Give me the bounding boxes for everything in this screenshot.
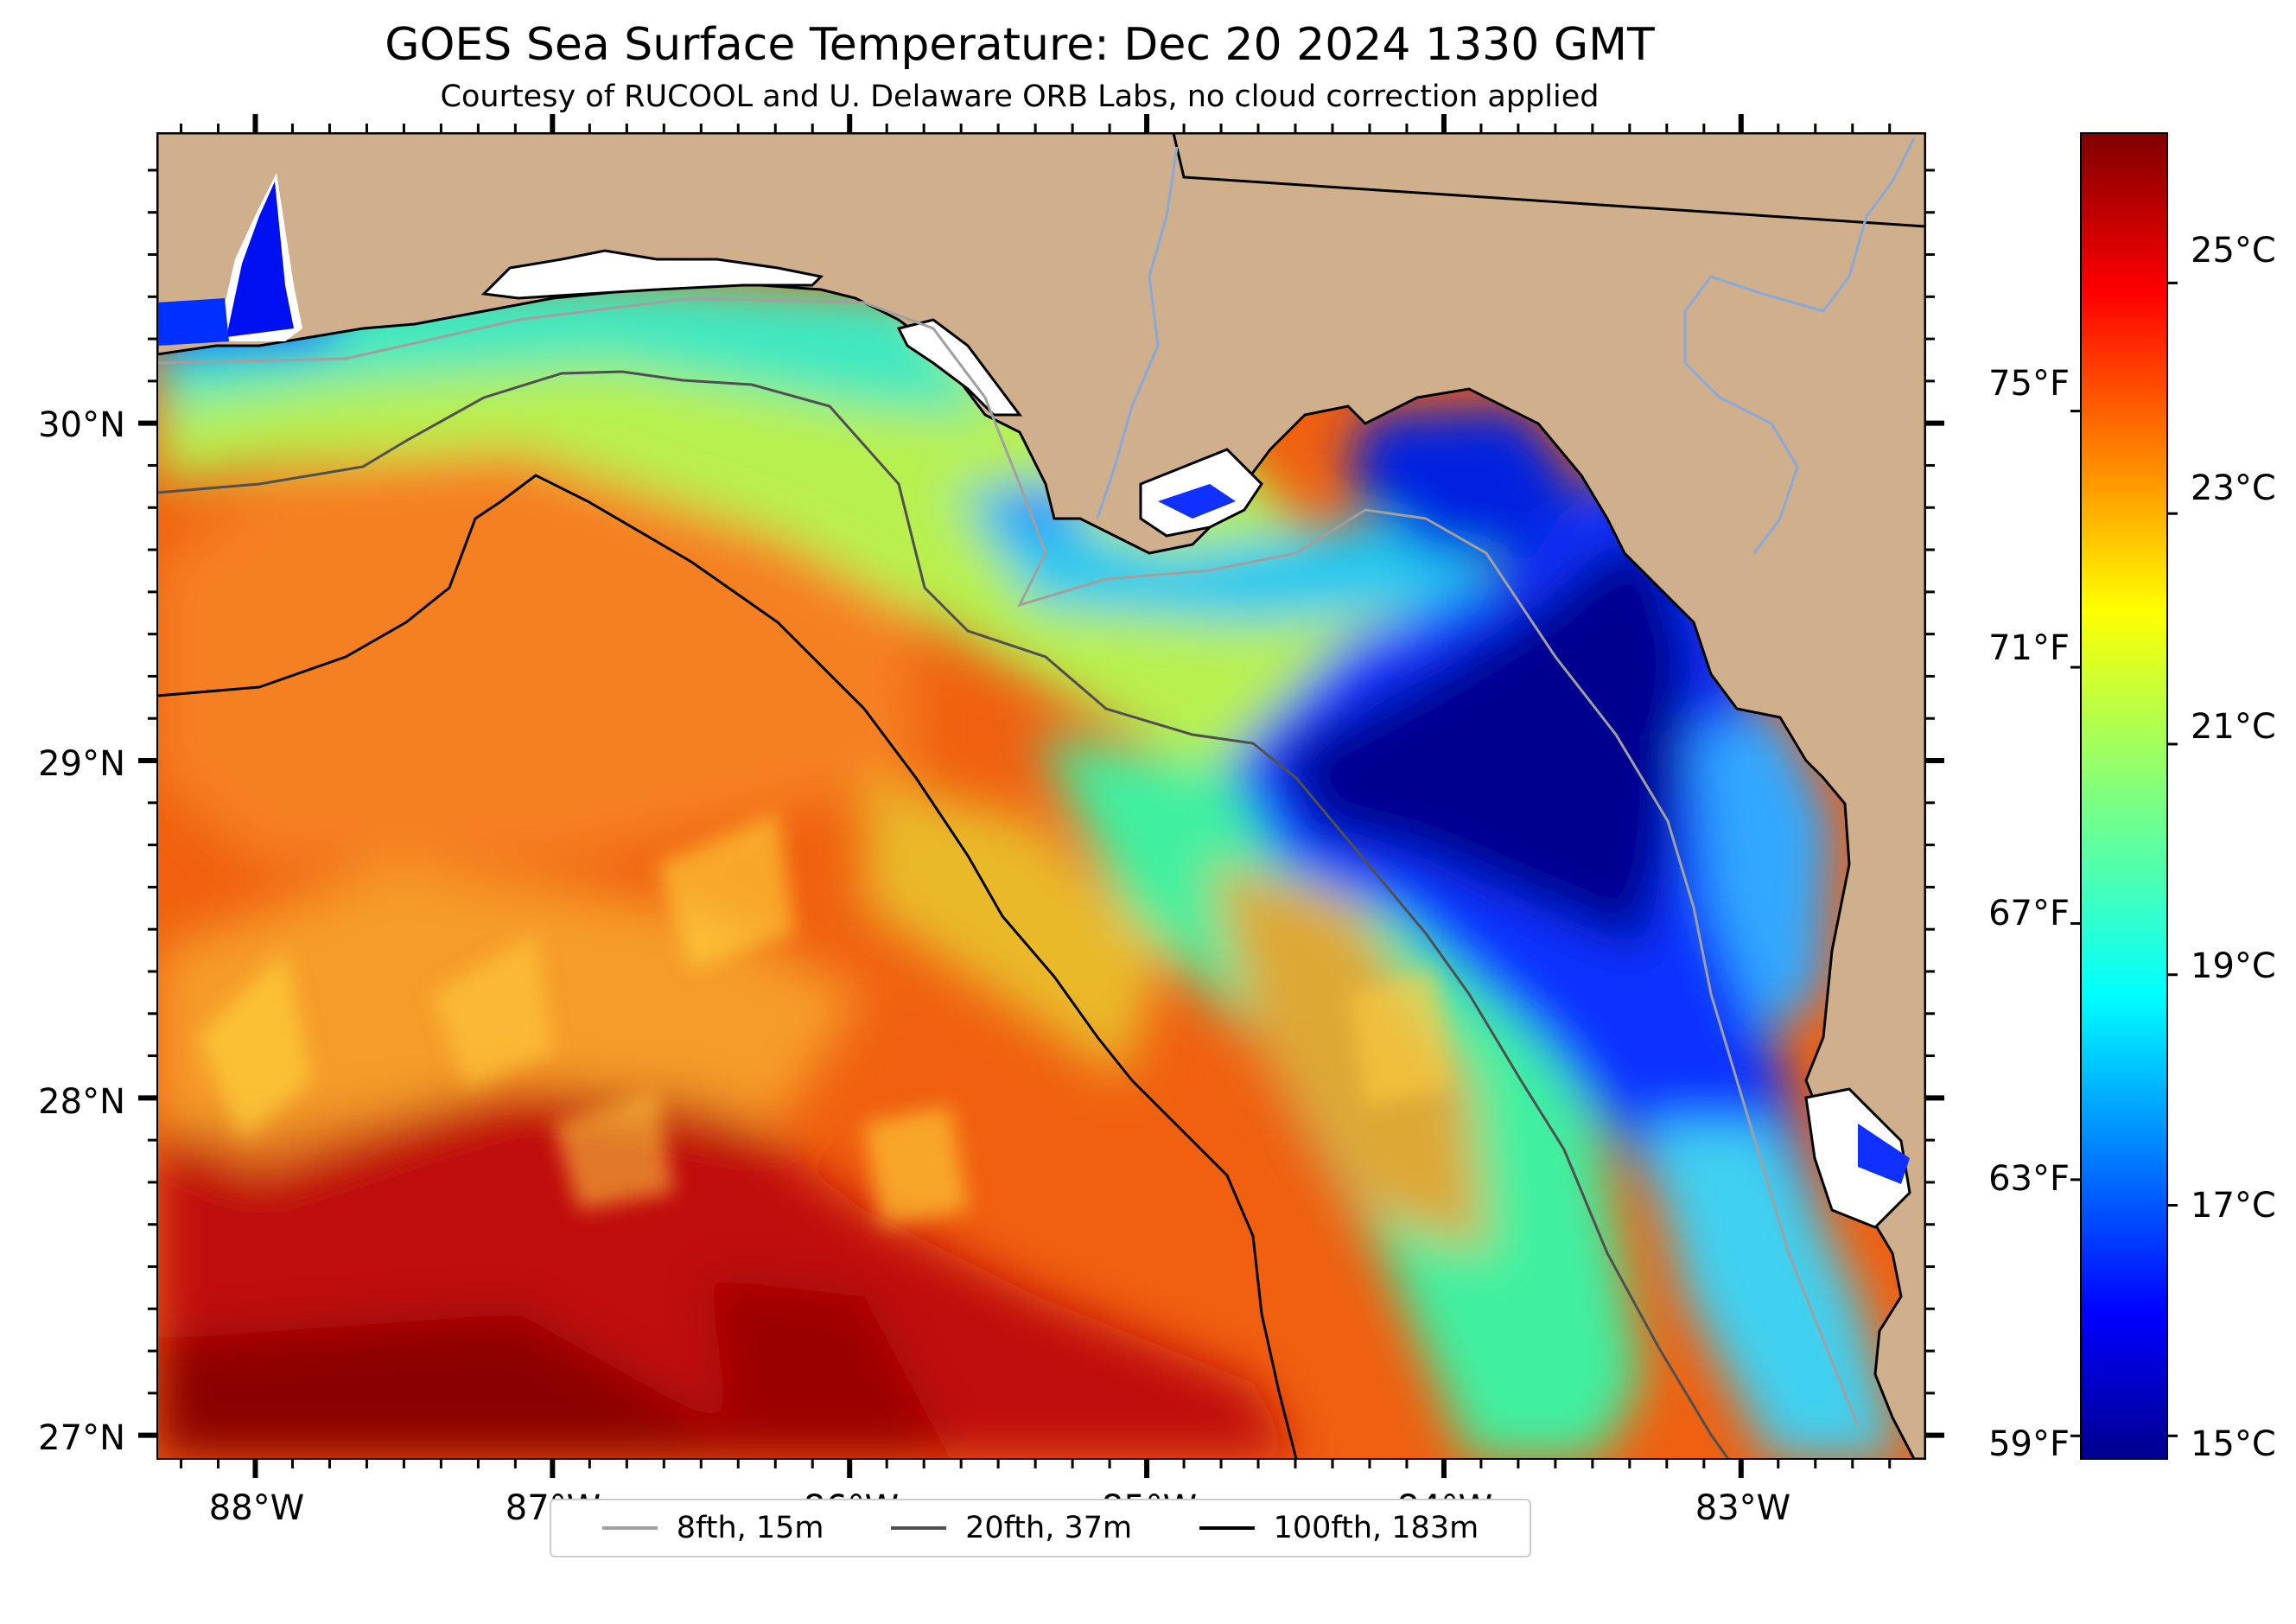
legend-item-20fth: 20fth, 37m bbox=[891, 1511, 1132, 1545]
legend-line-8fth bbox=[601, 1526, 658, 1530]
legend-label-100fth: 100fth, 183m bbox=[1273, 1511, 1479, 1545]
cbar-c-17: 17°C bbox=[2191, 1186, 2276, 1226]
cbar-f-75: 75°F bbox=[1988, 364, 2070, 404]
lat-label-30: 30°N bbox=[38, 405, 125, 445]
legend-item-8fth: 8fth, 15m bbox=[601, 1511, 824, 1545]
isobath-legend: 8fth, 15m 20fth, 37m 100fth, 183m bbox=[550, 1499, 1531, 1557]
lon-label-83: 83°W bbox=[1695, 1488, 1790, 1528]
legend-line-20fth bbox=[891, 1526, 947, 1530]
colorbar bbox=[2080, 132, 2168, 1460]
cbar-f-67: 67°F bbox=[1988, 894, 2070, 933]
legend-item-100fth: 100fth, 183m bbox=[1199, 1511, 1479, 1545]
cbar-f-63: 63°F bbox=[1988, 1159, 2070, 1199]
map-title: GOES Sea Surface Temperature: Dec 20 202… bbox=[385, 19, 1655, 71]
map-subtitle: Courtesy of RUCOOL and U. Delaware ORB L… bbox=[440, 80, 1600, 114]
isobath-20fth bbox=[157, 370, 1730, 1459]
legend-label-20fth: 20fth, 37m bbox=[965, 1511, 1133, 1545]
lat-label-27: 27°N bbox=[38, 1418, 125, 1458]
isobath-8fth bbox=[157, 296, 1860, 1427]
axis-ticks bbox=[138, 114, 2178, 1478]
legend-line-100fth bbox=[1199, 1526, 1255, 1530]
lat-label-29: 29°N bbox=[38, 744, 125, 784]
lon-label-88: 88°W bbox=[209, 1488, 304, 1528]
rivers bbox=[1096, 137, 1916, 554]
cbar-c-23: 23°C bbox=[2191, 468, 2276, 508]
cbar-c-21: 21°C bbox=[2191, 707, 2276, 747]
sst-field bbox=[157, 133, 1925, 1459]
isobath-100fth bbox=[157, 474, 1298, 1459]
legend-label-8fth: 8fth, 15m bbox=[676, 1511, 824, 1545]
cbar-f-59: 59°F bbox=[1988, 1424, 2070, 1464]
cbar-c-15: 15°C bbox=[2191, 1424, 2276, 1464]
map-frame bbox=[156, 132, 1926, 1460]
cbar-c-19: 19°C bbox=[2191, 946, 2276, 986]
cbar-c-25: 25°C bbox=[2191, 231, 2276, 271]
lat-label-28: 28°N bbox=[38, 1082, 125, 1122]
cbar-f-71: 71°F bbox=[1988, 628, 2070, 668]
